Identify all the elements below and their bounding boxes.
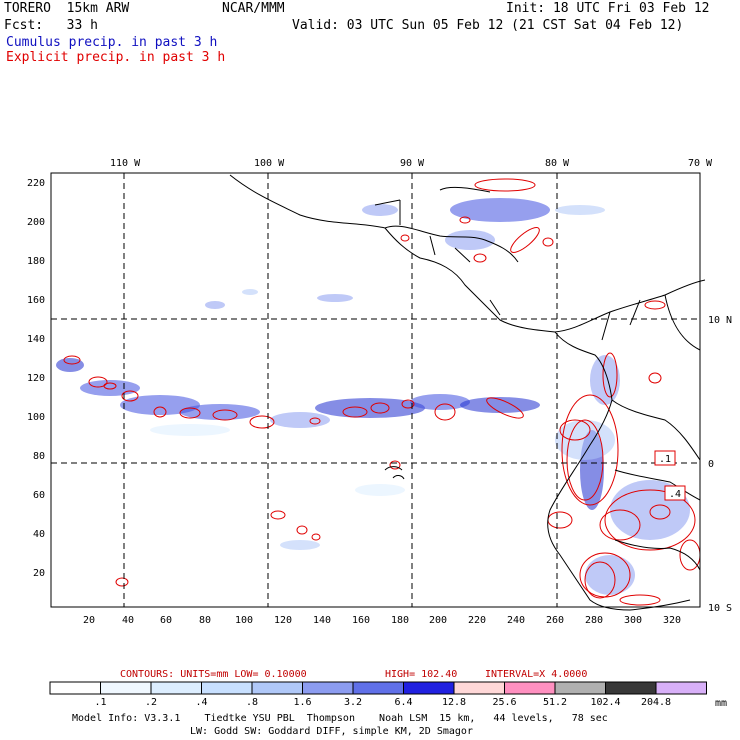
colorbar-value: .1 [94, 697, 106, 708]
colorbar-swatch [605, 681, 657, 695]
x-tick: 160 [352, 615, 370, 626]
y-tick: 160 [27, 295, 45, 306]
x-tick: 200 [429, 615, 447, 626]
x-tick: 20 [83, 615, 95, 626]
x-tick: 140 [313, 615, 331, 626]
colorbar-value: 25.6 [492, 697, 516, 708]
organization-label: NCAR/MMM [222, 1, 285, 16]
x-tick: 220 [468, 615, 486, 626]
x-tick: 280 [585, 615, 603, 626]
colorbar-swatch [201, 681, 253, 695]
init-time: Init: 18 UTC Fri 03 Feb 12 [506, 1, 710, 16]
model-info: Model Info: V3.3.1 Tiedtke YSU PBL Thomp… [72, 713, 608, 724]
lat-lon-grid [51, 173, 700, 607]
colorbar-value: 3.2 [344, 697, 362, 708]
colorbar-value: 204.8 [641, 697, 671, 708]
y-axis-ticks: 20 40 60 80 100 120 140 160 180 200 220 [27, 178, 45, 579]
lon-label-110w: 110 W [110, 158, 141, 169]
colorbar-swatch [655, 681, 707, 695]
lon-label-80w: 80 W [545, 158, 570, 169]
colorbar-value: .4 [195, 697, 207, 708]
y-tick: 200 [27, 217, 45, 228]
x-tick: 40 [122, 615, 134, 626]
colorbar-swatch [453, 681, 505, 695]
contour-interval: INTERVAL=X 4.0000 [485, 669, 587, 680]
x-tick: 180 [391, 615, 409, 626]
colorbar-swatch [150, 681, 202, 695]
x-tick: 100 [235, 615, 253, 626]
contour-label-04: .4 [669, 489, 681, 500]
y-tick: 60 [33, 490, 45, 501]
colorbar-swatch [352, 681, 404, 695]
colorbar-value: 6.4 [394, 697, 412, 708]
physics-info: LW: Godd SW: Goddard DIFF, simple KM, 2D… [190, 726, 473, 737]
contour-units: CONTOURS: UNITS=mm LOW= 0.10000 [120, 669, 307, 680]
y-tick: 20 [33, 568, 45, 579]
y-tick: 40 [33, 529, 45, 540]
colorbar-value: 12.8 [442, 697, 466, 708]
contour-label-01: .1 [659, 454, 671, 465]
colorbar [49, 681, 707, 695]
lat-label-10n: 10 N [708, 315, 732, 326]
colorbar-value: .8 [246, 697, 258, 708]
lat-label-10s: 10 S [708, 603, 732, 614]
contour-label-boxes [654, 450, 686, 501]
coastlines [229, 174, 706, 611]
x-tick: 260 [546, 615, 564, 626]
x-tick: 120 [274, 615, 292, 626]
colorbar-swatch [302, 681, 354, 695]
y-tick: 220 [27, 178, 45, 189]
map-frame [50, 172, 701, 608]
x-tick: 320 [663, 615, 681, 626]
colorbar-swatch [49, 681, 101, 695]
y-tick: 120 [27, 373, 45, 384]
x-tick: 240 [507, 615, 525, 626]
y-tick: 180 [27, 256, 45, 267]
legend-explicit: Explicit precip. in past 3 h [6, 50, 226, 65]
lon-label-100w: 100 W [254, 158, 285, 169]
colorbar-swatch [403, 681, 455, 695]
forecast-hour: Fcst: 33 h [4, 18, 98, 33]
colorbar-swatch [100, 681, 152, 695]
colorbar-swatch [554, 681, 606, 695]
x-axis-ticks: 20 40 60 80 100 120 140 160 180 200 220 … [83, 615, 681, 626]
colorbar-labels: .1 .2 .4 .8 1.6 3.2 6.4 12.8 25.6 51.2 102.4 204.8 [94, 697, 671, 708]
y-tick: 140 [27, 334, 45, 345]
colorbar-swatch [251, 681, 303, 695]
y-tick: 100 [27, 412, 45, 423]
legend-cumulus: Cumulus precip. in past 3 h [6, 35, 218, 50]
colorbar-value: 102.4 [590, 697, 620, 708]
x-tick: 80 [199, 615, 211, 626]
x-tick: 60 [160, 615, 172, 626]
lon-label-90w: 90 W [400, 158, 425, 169]
cumulus-precip-shading [56, 198, 690, 595]
contour-high: HIGH= 102.40 [385, 669, 457, 680]
lat-label-0: 0 [708, 459, 714, 470]
colorbar-value: 1.6 [293, 697, 311, 708]
x-tick: 300 [624, 615, 642, 626]
valid-time: Valid: 03 UTC Sun 05 Feb 12 (21 CST Sat … [292, 18, 684, 33]
colorbar-value: .2 [145, 697, 157, 708]
y-tick: 80 [33, 451, 45, 462]
model-title: TORERO 15km ARW [4, 1, 130, 16]
colorbar-unit: mm [715, 698, 727, 709]
lon-label-70w: 70 W [688, 158, 713, 169]
colorbar-swatch [504, 681, 556, 695]
colorbar-value: 51.2 [543, 697, 567, 708]
